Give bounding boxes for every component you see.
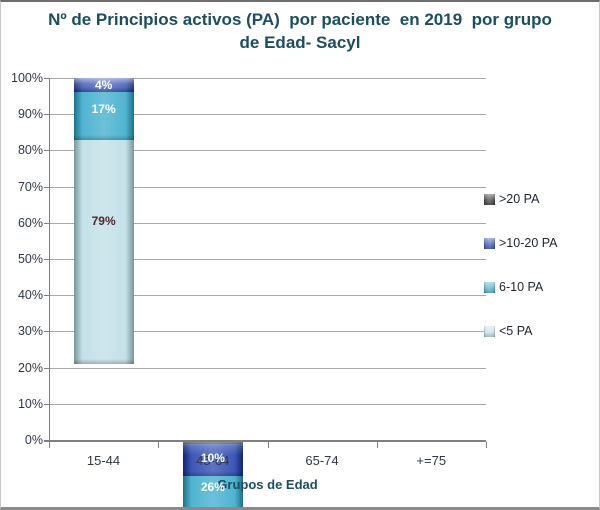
- y-axis-label: 100%: [11, 71, 43, 85]
- y-axis-line: [49, 78, 50, 441]
- y-axis-label: 0%: [24, 433, 43, 447]
- legend-item: 6-10 PA: [484, 280, 558, 294]
- y-axis-tick: [44, 222, 49, 224]
- legend-label: >10-20 PA: [499, 236, 558, 250]
- y-axis-label: 10%: [17, 396, 43, 411]
- y-axis-tick: [44, 295, 49, 297]
- y-axis-tick: [44, 440, 49, 441]
- legend-swatch: [484, 325, 495, 337]
- y-axis-label: 30%: [17, 324, 43, 339]
- y-axis-tick: [44, 150, 49, 152]
- y-axis-tick: [44, 78, 49, 79]
- bar-data-label: 79%: [91, 213, 116, 228]
- x-axis-label: 65-74: [305, 453, 339, 468]
- legend-swatch: [484, 281, 495, 293]
- y-axis-tick: [44, 259, 49, 260]
- grid-line: [49, 150, 486, 152]
- legend-item: >10-20 PA: [484, 236, 558, 250]
- legend: >20 PA >10-20 PA 6-10 PA <5 PA: [484, 192, 558, 368]
- x-axis-label: 15-44: [86, 453, 121, 468]
- y-axis-tick: [44, 114, 49, 116]
- bar-segment: 4%: [73, 77, 134, 93]
- y-axis-tick: [44, 331, 49, 333]
- grid-line: [49, 78, 486, 79]
- bar-data-label: 4%: [94, 78, 113, 93]
- bar-data-label: 26%: [200, 480, 225, 495]
- bar-data-label: 17%: [91, 101, 116, 116]
- y-axis-label: 70%: [17, 179, 43, 194]
- grid-line: [49, 295, 486, 297]
- x-axis-tick: [158, 442, 160, 448]
- legend-item: >20 PA: [484, 192, 558, 206]
- bar-segment: 10%: [182, 439, 243, 477]
- x-axis-tick: [49, 442, 50, 448]
- y-axis-label: 50%: [17, 252, 43, 266]
- x-axis-label: 45-64: [196, 453, 230, 468]
- plot-area: 79%17%4%63%26%10%45%35%19%29%38%31%: [49, 77, 486, 507]
- grid-line: [49, 259, 486, 260]
- bar-data-label: 10%: [200, 451, 225, 466]
- y-axis-tick: [44, 367, 49, 369]
- grid-line: [49, 403, 486, 405]
- x-axis-tick: [267, 442, 269, 448]
- legend-label: 6-10 PA: [499, 280, 544, 294]
- grid-line: [49, 367, 486, 369]
- y-axis-label: 90%: [17, 107, 43, 122]
- y-axis-label: 20%: [17, 360, 43, 375]
- legend-swatch: [484, 193, 495, 205]
- y-axis-tick: [44, 403, 49, 405]
- x-axis-tick: [376, 442, 378, 448]
- grid-line: [49, 222, 486, 224]
- chart-title: Nº de Principios activos (PA) por pacien…: [48, 10, 557, 52]
- y-axis-tick: [44, 186, 49, 188]
- grid-line: [49, 331, 486, 333]
- y-axis-label: 80%: [17, 143, 43, 158]
- x-axis-title: Grupos de Edad: [217, 477, 318, 492]
- y-axis-label: 40%: [17, 288, 43, 303]
- x-axis-label: +=75: [416, 453, 447, 468]
- legend-item: <5 PA: [484, 324, 558, 338]
- y-axis-label: 60%: [17, 215, 43, 230]
- legend-swatch: [484, 237, 495, 249]
- grid-line: [49, 114, 486, 116]
- grid-line: [49, 186, 486, 188]
- x-axis-line: [44, 440, 486, 442]
- legend-label: <5 PA: [499, 324, 533, 338]
- x-axis-tick: [486, 442, 487, 448]
- legend-label: >20 PA: [499, 192, 540, 206]
